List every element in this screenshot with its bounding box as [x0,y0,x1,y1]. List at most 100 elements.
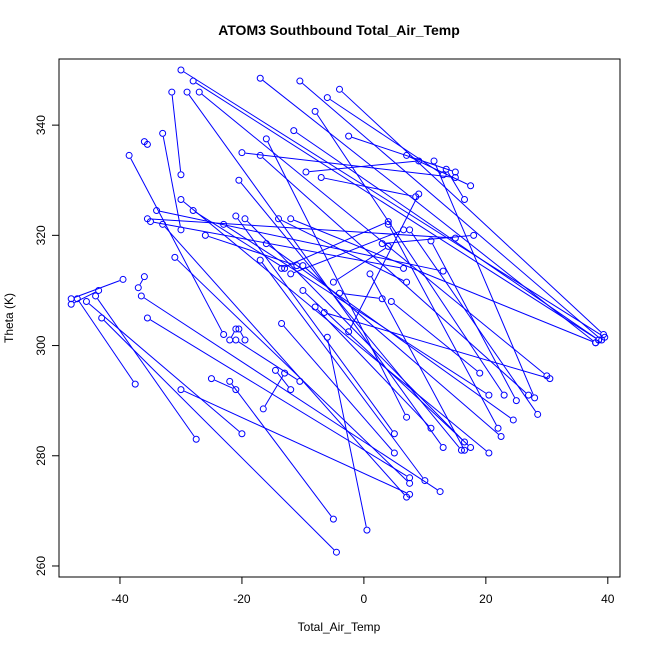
series-line [302,82,600,339]
series-line [316,113,503,393]
data-point [241,215,249,223]
series-line [74,280,120,298]
data-point [500,391,508,399]
series-segment [134,273,148,292]
data-point [406,474,414,482]
series-line [336,247,386,281]
series-line [231,383,332,517]
series-segment [278,218,392,272]
data-point [262,135,270,143]
data-point [220,220,228,228]
series-segment [153,207,447,275]
data-point [400,264,408,272]
series-line [230,331,235,338]
series-line [226,225,487,394]
series-line [393,303,478,372]
series-line [283,325,393,451]
series-line [305,292,469,446]
data-point [134,284,142,292]
series-line [139,279,144,285]
x-tick-label: 40 [601,592,615,606]
data-point [235,325,243,333]
data-point [442,165,450,173]
data-point [278,264,286,272]
data-point [461,446,469,454]
data-point [403,278,411,286]
series-line [195,211,282,267]
series-line [293,230,401,274]
series-segment [82,297,246,438]
data-point [177,66,185,74]
series-line [261,262,424,479]
series-segment [323,333,371,534]
data-point [363,526,371,534]
data-point [600,331,608,339]
series-line [342,293,379,299]
x-tick-label: 0 [361,592,368,606]
data-point [238,149,246,157]
series-segment [345,190,423,336]
series-line [214,379,233,389]
data-point [82,297,90,305]
series-segment [384,220,502,432]
data-point [159,129,167,137]
series-line [277,372,289,388]
data-point [207,375,215,383]
series-line [183,201,487,452]
y-tick-label: 340 [34,115,48,135]
series-segment [256,151,533,399]
series-segment [262,135,411,421]
data-point [345,132,353,140]
series-segment [296,77,606,344]
series-segment [140,138,151,148]
data-point [256,151,264,159]
series-line [74,291,96,304]
data-point [311,303,319,311]
data-point [485,391,493,399]
series-line [264,375,284,407]
series-line [150,218,452,239]
series-segment [171,253,414,487]
data-point [299,286,307,294]
data-point [256,256,264,264]
series-segment [67,286,103,308]
data-point [67,300,75,308]
data-point [220,331,228,339]
series-segment [430,157,539,402]
data-point [592,339,600,347]
x-axis-label: Total_Air_Temp [298,620,381,634]
series-line [267,141,406,415]
data-point [467,444,475,451]
data-point [192,435,200,443]
series-segment [146,218,408,272]
data-point [226,336,234,344]
series-segment [241,215,469,446]
series-segment [177,386,414,498]
data-point [451,234,459,242]
data-point [235,176,243,184]
data-point [183,88,191,96]
data-point [461,438,469,446]
y-tick-label: 260 [34,556,48,576]
data-point [457,446,465,454]
data-point [146,218,154,226]
data-point [177,171,185,179]
data-point [189,77,197,85]
data-point [271,366,279,374]
data-point [241,336,249,344]
data-point [509,416,517,424]
data-point [159,220,167,228]
series-line [88,303,240,432]
data-point [262,240,270,248]
data-point [470,231,478,239]
series-line [327,312,547,379]
data-point [323,94,331,102]
series-line [183,71,603,336]
series-segment [336,85,608,339]
y-tick-label: 300 [34,335,48,355]
series-segment [427,237,520,405]
series-segment [366,270,469,454]
series-line [305,267,499,435]
data-point [232,386,240,394]
